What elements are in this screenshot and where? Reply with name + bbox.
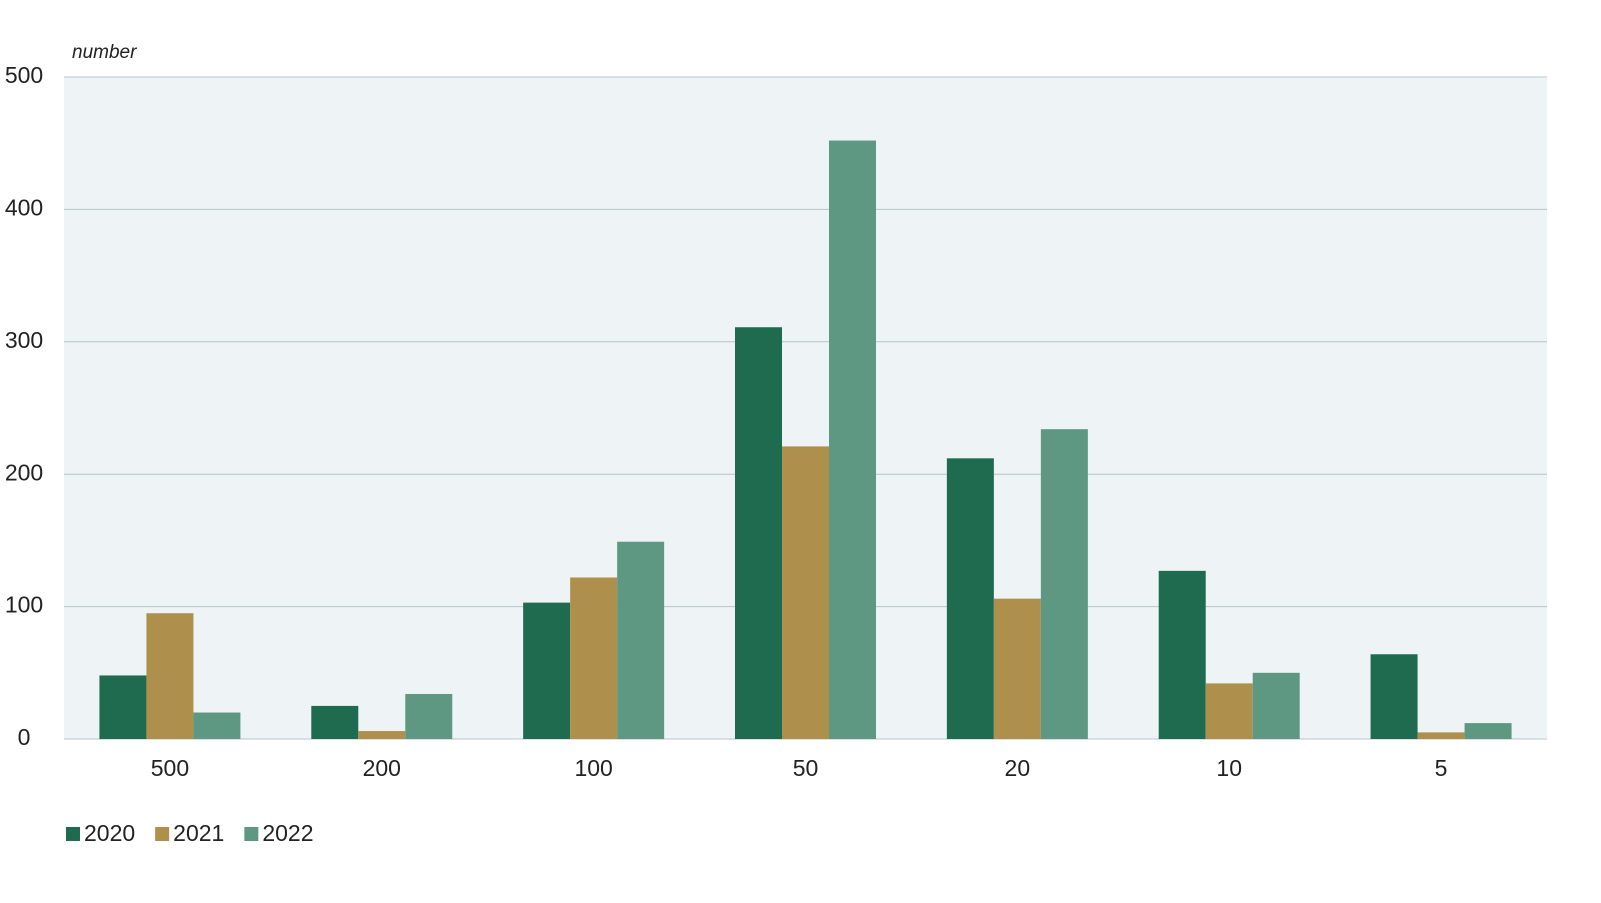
x-tick-label: 20 (1005, 755, 1031, 781)
bar (1464, 723, 1512, 739)
legend-label: 2021 (173, 820, 224, 846)
bar (1252, 672, 1300, 739)
bar (193, 712, 241, 739)
bar (405, 693, 453, 739)
bar (782, 446, 829, 739)
bar (617, 541, 665, 739)
legend-swatch (66, 827, 80, 841)
y-tick-label: 0 (18, 724, 31, 750)
x-tick-label: 50 (793, 755, 819, 781)
y-tick-label: 300 (5, 327, 43, 353)
bar (358, 731, 406, 739)
bar (146, 613, 194, 739)
bar (523, 602, 571, 739)
x-tick-label: 10 (1216, 755, 1242, 781)
y-tick-label: 100 (5, 592, 43, 618)
bar (311, 705, 359, 739)
bar (1370, 654, 1418, 739)
bar (1040, 429, 1088, 739)
x-tick-label: 5 (1435, 755, 1448, 781)
bar (946, 458, 994, 739)
bar (570, 577, 618, 739)
legend-swatch (244, 827, 259, 841)
y-tick-label: 200 (5, 459, 43, 485)
legend-label: 2020 (84, 820, 135, 846)
bar (829, 140, 876, 739)
x-tick-label: 100 (574, 755, 612, 781)
bar (1205, 683, 1253, 739)
bar (1158, 570, 1206, 739)
y-axis-label: number (72, 42, 137, 63)
y-tick-label: 500 (5, 62, 43, 88)
legend-swatch (155, 827, 170, 841)
x-tick-label: 200 (363, 755, 401, 781)
bar (99, 675, 147, 739)
y-tick-label: 400 (5, 194, 43, 220)
bar (735, 327, 782, 739)
legend-label: 2022 (262, 820, 313, 846)
bar (1417, 732, 1465, 739)
bar (993, 598, 1041, 739)
x-tick-label: 500 (151, 755, 189, 781)
